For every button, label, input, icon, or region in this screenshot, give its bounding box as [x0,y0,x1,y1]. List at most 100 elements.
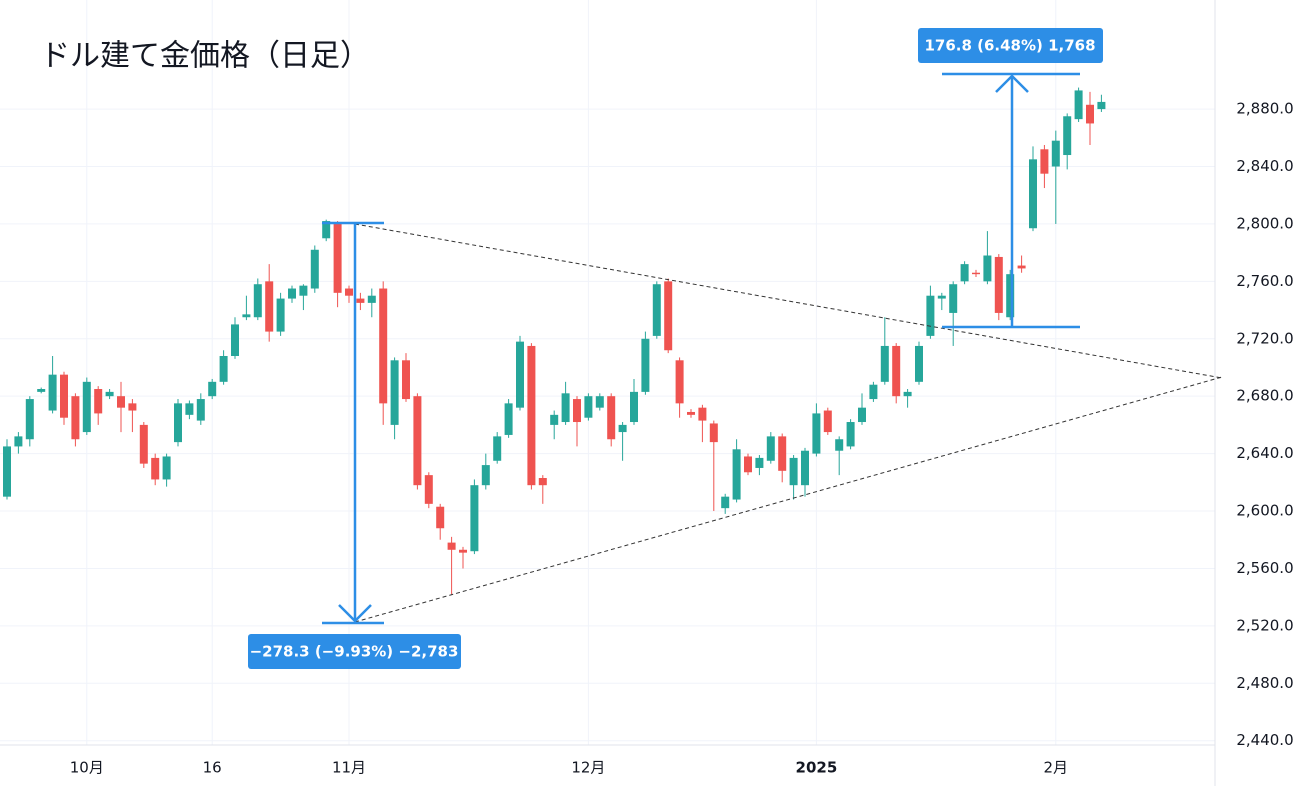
candle-body [892,345,901,397]
y-tick-label: 2,840.0 [1236,157,1293,175]
y-tick-label: 2,560.0 [1236,559,1293,577]
candle-body [265,281,274,332]
candle-body [698,407,707,421]
candle-body [960,264,969,282]
candle-body [105,391,114,397]
candle-body [516,341,524,408]
candle-body [3,446,11,497]
candle-body [675,360,684,404]
candle-body [151,457,160,480]
candle-body [880,345,889,382]
candle-body [1051,140,1060,167]
candle-body [744,456,752,473]
candle-body [139,424,148,464]
candle-body [709,423,718,443]
x-tick-label: 10月 [70,759,104,777]
candle-body [858,407,866,423]
candle-body [82,381,91,433]
candle-body [926,295,935,336]
candle-body [322,221,331,239]
candle-body [801,450,809,486]
y-tick-label: 2,440.0 [1236,731,1293,749]
candle-body [117,396,125,408]
candle-body [94,389,103,414]
measure-label: −278.3 (−9.93%) −2,783 [250,643,459,661]
measure-up [942,72,1080,329]
candle-body [310,249,319,289]
candle-body [652,284,661,336]
candle-body [869,384,878,400]
candle-body [550,414,559,425]
candle-body [1074,90,1083,120]
trend-line [354,376,1223,623]
y-tick-label: 2,680.0 [1236,387,1293,405]
candle-body [584,396,593,418]
candle-body [812,413,821,454]
candle-body [299,285,308,296]
candle-body [48,374,57,411]
candle-body [949,284,958,313]
y-tick-label: 2,480.0 [1236,674,1293,692]
candle-body [60,374,68,418]
candle-body [538,478,547,486]
candle-body [983,255,992,282]
candle-body [1063,116,1072,156]
candle-body [208,381,217,397]
arrow-head [338,604,372,623]
candle-body [459,549,467,553]
candle-body [1017,265,1026,269]
x-tick-label: 16 [203,759,222,777]
y-tick-label: 2,640.0 [1236,444,1293,462]
candle-body [436,506,445,529]
candle-body [732,449,741,500]
trend-lines [354,223,1223,623]
candle-body [37,389,46,392]
candle-body [630,391,638,423]
candle-body [994,256,1003,313]
candle-body [721,496,730,509]
candle-body [288,288,296,299]
candle-body [903,391,912,397]
candle-body [1040,149,1049,174]
candle-body [413,396,422,486]
candle-body [71,396,80,440]
candle-body [14,436,23,447]
candle-body [356,298,365,303]
candle-body [447,542,456,550]
chart-title: ドル建て金価格（日足） [40,39,370,74]
x-tick-label: 2025 [796,759,838,777]
grid [0,0,1215,745]
candle-body [345,288,353,296]
candle-body [595,396,604,408]
candle-body [846,422,855,447]
candle-body [937,295,946,299]
candle-body [789,457,798,486]
candle-body [493,436,502,461]
measure-label-box [918,28,1103,63]
candle-body [481,465,490,486]
candle-body [823,410,832,433]
candle-body [504,403,513,435]
candle-body [174,403,182,443]
candle-body [607,396,616,440]
y-tick-label: 2,600.0 [1236,502,1293,520]
x-tick-label: 12月 [571,759,605,777]
arrow-head [995,74,1029,93]
candle-body [835,439,844,451]
y-tick-label: 2,720.0 [1236,329,1293,347]
candle-body [561,393,570,423]
x-tick-label: 2月 [1044,759,1069,777]
candle-body [402,360,410,400]
candle-body [162,456,171,480]
candle-body [231,324,239,356]
candle-body [1006,274,1015,318]
candle-body [242,314,251,318]
candle-body [185,403,194,415]
candle-body [390,360,399,425]
candle-body [1086,104,1094,124]
x-tick-label: 11月 [332,759,366,777]
y-tick-label: 2,520.0 [1236,616,1293,634]
candle-body [573,399,581,423]
candle-body [367,295,376,303]
